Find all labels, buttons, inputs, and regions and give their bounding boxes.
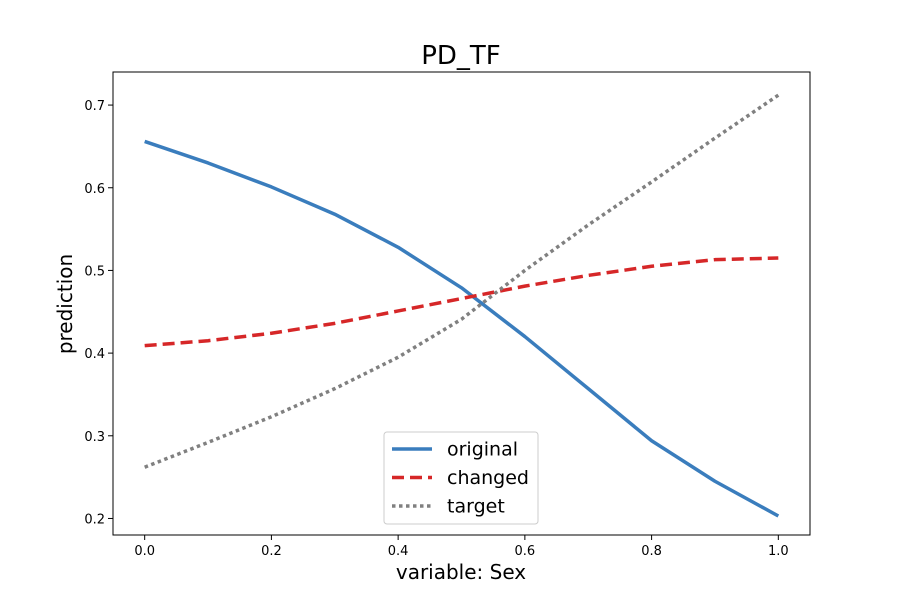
x-tick-label: 0.4 — [388, 544, 409, 559]
x-tick-label: 0.8 — [641, 544, 662, 559]
y-axis-label: prediction — [53, 254, 77, 354]
legend-label-changed: changed — [447, 467, 529, 489]
legend-box — [383, 431, 539, 525]
x-tick-label: 0.2 — [261, 544, 282, 559]
y-tick-label: 0.2 — [84, 512, 105, 527]
y-tick-label: 0.7 — [84, 99, 105, 114]
legend-label-target: target — [447, 496, 505, 518]
series-line-changed — [144, 256, 779, 348]
y-axis-ticks: 0.2 0.3 0.4 0.5 0.6 0.7 — [84, 99, 113, 527]
y-tick-label: 0.6 — [84, 182, 105, 197]
x-tick-label: 0.0 — [134, 544, 155, 559]
series-line-target — [144, 93, 780, 469]
legend: original changed target — [383, 431, 539, 525]
y-tick-label: 0.4 — [84, 347, 105, 362]
x-axis-label: variable: Sex — [396, 560, 526, 584]
x-tick-label: 0.6 — [515, 544, 536, 559]
series-layer — [144, 93, 780, 518]
y-tick-label: 0.3 — [84, 430, 105, 445]
x-axis-ticks: 0.0 0.2 0.4 0.6 0.8 1.0 — [134, 535, 789, 559]
legend-label-original: original — [447, 439, 518, 461]
x-tick-label: 1.0 — [768, 544, 789, 559]
plot-frame — [112, 71, 811, 536]
chart-title: PD_TF — [421, 41, 501, 71]
y-tick-label: 0.5 — [84, 264, 105, 279]
series-line-original — [144, 139, 780, 518]
